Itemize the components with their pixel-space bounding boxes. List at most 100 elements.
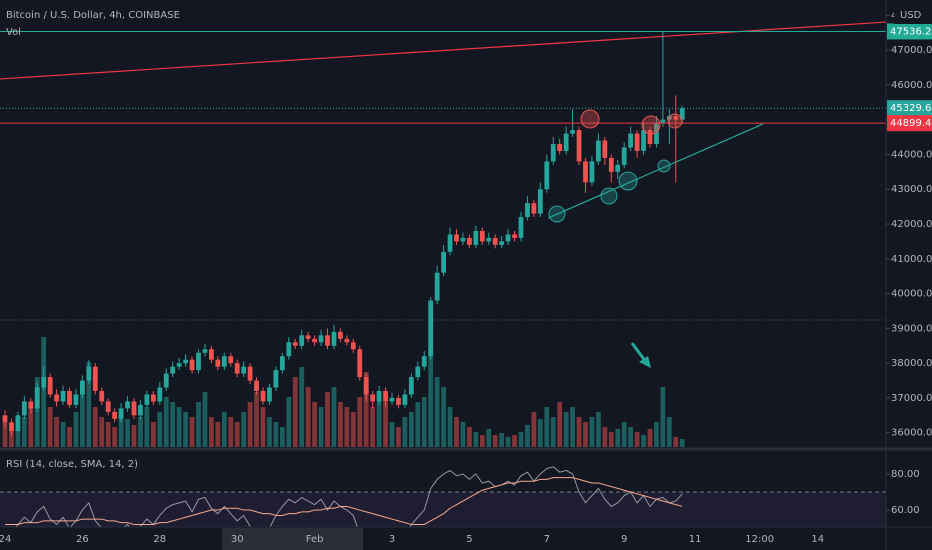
volume-bar: [279, 427, 285, 447]
x-tick-label: 5: [466, 534, 472, 545]
volume-bar: [92, 407, 98, 447]
volume-bar: [28, 402, 34, 447]
volume-bar: [247, 402, 253, 447]
volume-bar: [176, 407, 182, 447]
volume-bar: [570, 407, 575, 447]
candle-body: [47, 377, 53, 395]
volume-bar: [389, 422, 395, 447]
y-tick-label: 41000.00: [891, 254, 932, 265]
candle-body: [176, 363, 182, 367]
volume-bar: [454, 417, 459, 447]
volume-bar: [350, 412, 356, 447]
candle-body: [621, 147, 627, 165]
candle-body: [415, 366, 421, 378]
volume-bar: [447, 407, 453, 447]
volume-bar: [54, 417, 59, 447]
volume-bar: [60, 422, 66, 447]
candle-body: [99, 390, 105, 402]
volume-bar: [209, 417, 214, 447]
candle-body: [557, 144, 563, 151]
currency-box: [894, 6, 932, 24]
volume-bar: [654, 422, 659, 447]
trend-line: [547, 123, 764, 219]
candle-body: [196, 352, 201, 371]
volume-bar: [34, 377, 40, 447]
volume-bar: [196, 402, 201, 447]
candle-body: [350, 342, 356, 350]
x-tick-label: 12:00: [745, 534, 774, 545]
candle-body: [512, 234, 517, 238]
rsi-line: [15, 466, 683, 527]
volume-bar: [163, 397, 169, 447]
candle-body: [215, 359, 221, 367]
candle-body: [60, 390, 66, 402]
volume-label: Vol: [6, 27, 21, 38]
candle-body: [163, 373, 169, 388]
volume-bar: [673, 437, 679, 447]
candle-body: [325, 335, 330, 346]
candle-body: [234, 363, 240, 374]
candle-body: [144, 394, 150, 405]
annotations: [548, 109, 683, 368]
candle-body: [434, 272, 440, 301]
candle-body: [608, 157, 614, 172]
candle-body: [679, 108, 685, 120]
candle-body: [267, 387, 272, 402]
candle-body: [15, 415, 21, 431]
x-tick-label: 11: [689, 534, 702, 545]
candle-body: [589, 161, 595, 183]
volume-bar: [583, 422, 588, 447]
circle-marker: [667, 113, 683, 129]
candle-body: [183, 359, 188, 364]
candle-body: [305, 335, 311, 339]
y-tick-label: 44000.00: [891, 149, 932, 160]
candle-body: [338, 331, 343, 339]
candle-body: [80, 380, 85, 395]
labels: Bitcoin / U.S. Dollar, 4h, COINBASE Vol …: [6, 10, 180, 470]
volume-bar: [634, 432, 640, 447]
volume-bar: [408, 412, 414, 447]
candle-body: [447, 234, 453, 252]
candle-body: [576, 130, 582, 162]
candle-body: [299, 335, 305, 346]
y-tick-label: 40000.00: [891, 289, 932, 300]
x-tick-label: Feb: [306, 534, 324, 545]
candle-body: [389, 397, 395, 402]
price-tag-label: 45329.67: [890, 103, 932, 114]
candle-body: [286, 342, 292, 357]
candle-body: [615, 164, 621, 172]
chart-title: Bitcoin / U.S. Dollar, 4h, COINBASE: [6, 10, 180, 21]
candle-body: [157, 387, 163, 402]
candle-body: [550, 144, 556, 162]
volume-bar: [267, 417, 272, 447]
volume-bar: [563, 412, 569, 447]
volume-bar: [486, 429, 492, 447]
rsi-tick-label: 80.00: [891, 469, 920, 480]
candle-body: [312, 338, 317, 343]
y-tick-label: 36000.00: [891, 428, 932, 439]
rsi-sma-line: [5, 477, 683, 525]
y-tick-label: 46000.00: [891, 80, 932, 91]
candle-body: [241, 366, 247, 374]
candle-body: [421, 356, 427, 367]
candle-body: [473, 230, 479, 245]
volume-bar: [666, 417, 672, 447]
candle-body: [344, 338, 350, 343]
y-tick-label: 37000.00: [891, 393, 932, 404]
candle-body: [505, 234, 511, 242]
volume-bar: [144, 407, 150, 447]
volume-bar: [112, 427, 118, 447]
volume-bar: [228, 417, 234, 447]
volume-bar: [531, 412, 537, 447]
volume-bar: [525, 425, 530, 447]
x-tick-label: 30: [231, 534, 244, 545]
volume-bar: [376, 392, 382, 447]
candle-body: [28, 401, 34, 409]
candle-body: [54, 394, 59, 402]
volume-bar: [467, 427, 472, 447]
candle-body: [260, 390, 266, 402]
candle-body: [383, 390, 388, 402]
volume-bar: [679, 439, 685, 447]
x-tick-label: 7: [544, 534, 550, 545]
